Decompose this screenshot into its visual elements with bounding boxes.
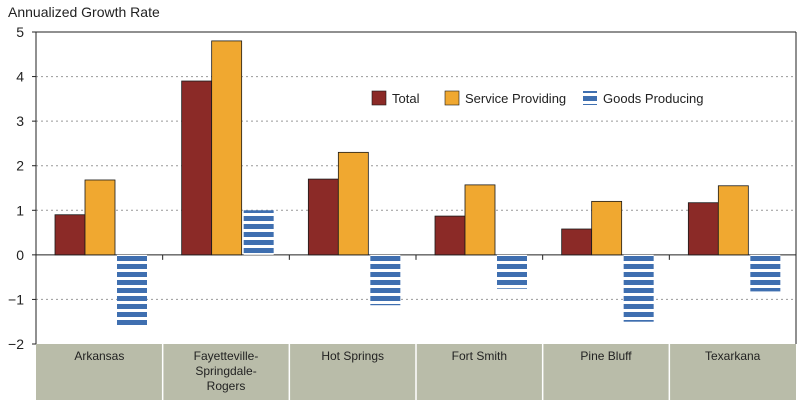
bar-goods-producing (117, 254, 147, 326)
bars (54, 40, 781, 326)
category-label: Pine Bluff (580, 349, 632, 363)
bar-goods-producing (370, 254, 401, 306)
bar-service-providing (211, 40, 243, 256)
bar-goods-producing (497, 254, 527, 289)
y-tick-label: 3 (16, 113, 24, 129)
y-tick-label: 5 (16, 24, 24, 40)
y-tick-label: −1 (8, 291, 24, 307)
category-label: Hot Springs (321, 349, 384, 363)
legend-swatch (444, 90, 460, 106)
bar-total (181, 80, 213, 256)
y-axis-title: Annualized Growth Rate (8, 4, 160, 20)
category-label: Rogers (207, 379, 246, 393)
bar-service-providing (337, 151, 369, 256)
legend-label: Service Providing (465, 91, 566, 106)
bar-total (434, 215, 466, 256)
category-label: Springdale- (195, 364, 256, 378)
category-label: Fort Smith (452, 349, 507, 363)
y-tick-label: 0 (16, 247, 24, 263)
legend-swatch (583, 91, 597, 105)
legend: Total Service Providing Goods Producing (371, 90, 703, 106)
legend-label: Total (392, 91, 420, 106)
bar-service-providing (464, 184, 496, 256)
y-tick-label: 2 (16, 158, 24, 174)
legend-label: Goods Producing (603, 91, 703, 106)
legend-swatch (371, 90, 387, 106)
bar-goods-producing (623, 254, 654, 322)
bar-goods-producing (243, 210, 274, 255)
bar-goods-producing (750, 254, 781, 292)
bar-service-providing (84, 179, 116, 256)
category-label: Fayetteville- (194, 349, 259, 363)
y-tick-label: 4 (16, 69, 24, 85)
category-band: Arkansas Fayetteville-Springdale-Rogers Ho… (36, 344, 796, 400)
y-tick-label: 1 (16, 202, 24, 218)
bar-total (54, 214, 86, 256)
bar-total (561, 228, 593, 256)
category-label: Texarkana (705, 349, 761, 363)
axes: 5 4 3 2 1 0 −1 −2 (8, 24, 797, 352)
bar-total (687, 202, 719, 256)
category-label: Arkansas (74, 349, 124, 363)
bar-total (307, 178, 339, 256)
bar-service-providing (591, 200, 623, 256)
y-tick-label: −2 (8, 336, 24, 352)
bar-service-providing (717, 185, 749, 256)
